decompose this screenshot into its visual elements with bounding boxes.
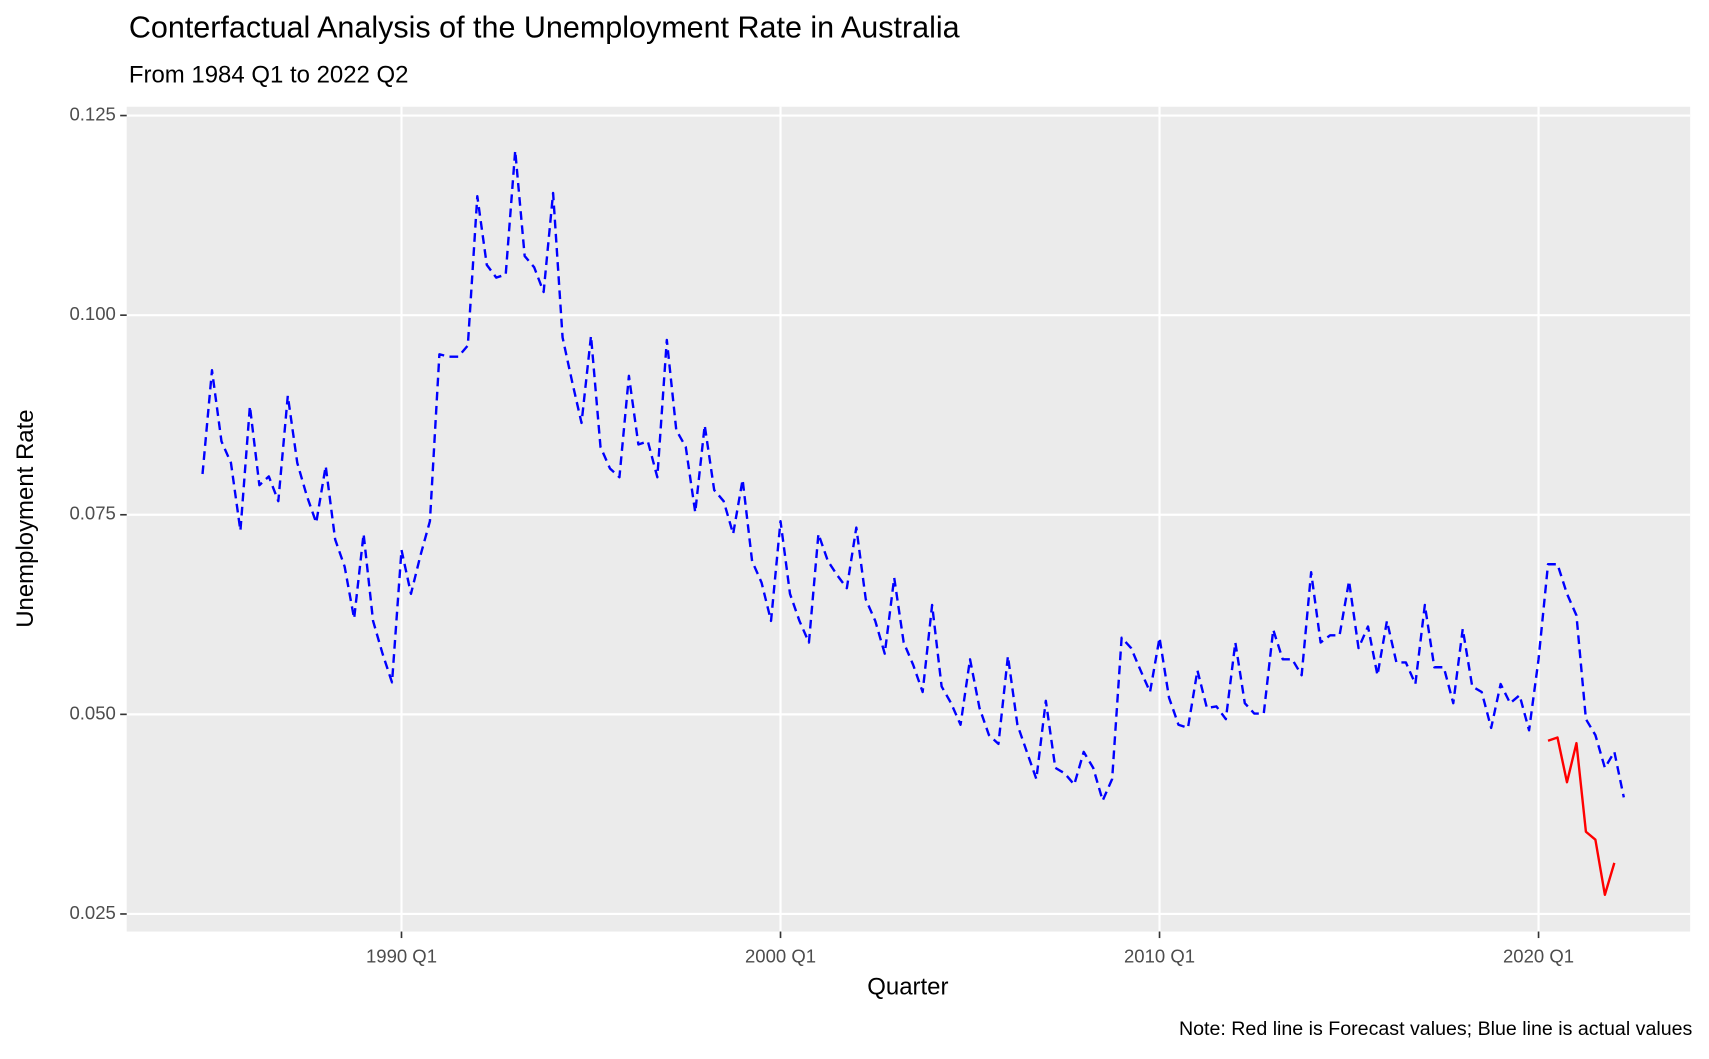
- x-axis-title: Quarter: [867, 974, 948, 1001]
- caption: Note: Red line is Forecast values; Blue …: [1179, 1018, 1693, 1040]
- x-tick-label: 1990 Q1: [366, 946, 437, 967]
- series-line: [201, 149, 1625, 802]
- x-tick-label: 2020 Q1: [1503, 946, 1574, 967]
- chart-title: Conterfactual Analysis of the Unemployme…: [129, 10, 960, 44]
- y-tick-label: 0.125: [69, 103, 115, 124]
- x-tick-label: 2000 Q1: [745, 946, 816, 967]
- chart-subtitle: From 1984 Q1 to 2022 Q2: [129, 62, 409, 89]
- plot-panel: [126, 106, 1691, 932]
- series-line: [1547, 736, 1616, 896]
- y-tick-label: 0.100: [69, 303, 115, 324]
- y-tick-label: 0.050: [69, 702, 115, 723]
- y-tick-label: 0.025: [69, 902, 115, 923]
- y-axis-title: Unemployment Rate: [12, 409, 39, 627]
- y-tick-label: 0.075: [69, 503, 115, 524]
- x-tick-label: 2010 Q1: [1124, 946, 1195, 967]
